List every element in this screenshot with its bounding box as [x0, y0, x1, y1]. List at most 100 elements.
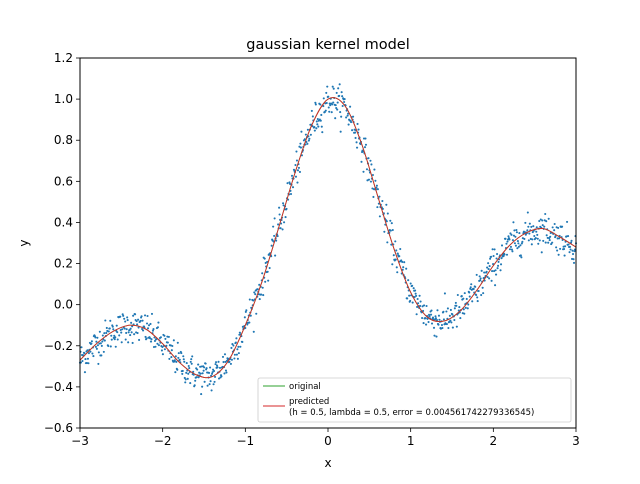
- scatter-point: [174, 371, 177, 374]
- scatter-point: [153, 336, 156, 339]
- scatter-point: [512, 221, 515, 224]
- scatter-point: [480, 293, 483, 297]
- scatter-point: [327, 106, 330, 109]
- scatter-point: [549, 235, 552, 238]
- scatter-point: [504, 237, 507, 240]
- scatter-point: [159, 336, 162, 339]
- scatter-point: [502, 255, 505, 258]
- scatter-point: [314, 103, 317, 106]
- scatter-point: [405, 267, 408, 270]
- scatter-point: [374, 179, 377, 182]
- x-tick-label: 1: [407, 434, 415, 448]
- scatter-point: [535, 230, 538, 233]
- scatter-point: [194, 379, 197, 382]
- scatter-point: [196, 368, 199, 371]
- scatter-point: [545, 220, 548, 223]
- scatter-point: [165, 344, 168, 347]
- scatter-point: [385, 203, 388, 206]
- scatter-point: [225, 359, 229, 362]
- scatter-point: [551, 241, 554, 244]
- scatter-point: [203, 366, 206, 369]
- scatter-point: [209, 366, 212, 369]
- scatter-point: [477, 289, 480, 293]
- scatter-point: [139, 319, 142, 322]
- scatter-point: [296, 181, 299, 184]
- scatter-point: [150, 338, 153, 341]
- scatter-point: [336, 101, 339, 104]
- scatter-point: [204, 362, 207, 365]
- scatter-point: [157, 321, 160, 324]
- scatter-point: [246, 323, 249, 326]
- scatter-point: [328, 110, 331, 113]
- scatter-point: [453, 307, 456, 310]
- scatter-point: [460, 295, 463, 298]
- scatter-point: [541, 224, 544, 227]
- scatter-point: [437, 323, 440, 326]
- scatter-point: [83, 371, 87, 374]
- scatter-point: [184, 381, 187, 384]
- scatter-point: [536, 237, 539, 240]
- scatter-point: [152, 328, 155, 331]
- scatter-point: [411, 284, 414, 287]
- scatter-point: [554, 234, 557, 238]
- scatter-point: [394, 258, 397, 261]
- line-layer: [79, 97, 577, 379]
- scatter-point: [411, 301, 414, 304]
- scatter-point: [294, 175, 298, 178]
- scatter-point: [332, 101, 335, 104]
- scatter-point: [482, 292, 485, 295]
- y-tick-label: −0.4: [44, 380, 73, 394]
- scatter-point: [494, 284, 497, 287]
- scatter-point: [551, 226, 554, 229]
- scatter-point: [245, 309, 248, 312]
- scatter-point: [273, 217, 276, 220]
- scatter-point: [339, 111, 342, 114]
- scatter-point: [126, 316, 129, 319]
- scatter-point: [360, 160, 363, 163]
- scatter-point: [276, 235, 279, 238]
- scatter-point: [559, 247, 562, 250]
- scatter-point: [116, 338, 119, 341]
- scatter-point: [331, 85, 334, 88]
- scatter-point: [564, 245, 567, 248]
- scatter-point: [497, 264, 500, 267]
- scatter-point: [300, 130, 303, 133]
- scatter-point: [121, 328, 124, 331]
- scatter-point: [355, 141, 358, 144]
- scatter-point: [187, 372, 190, 375]
- scatter-point: [118, 334, 121, 337]
- scatter-point: [144, 335, 147, 338]
- scatter-point: [349, 105, 352, 108]
- scatter-point: [260, 293, 263, 296]
- scatter-point: [459, 317, 462, 320]
- scatter-point: [528, 232, 531, 235]
- scatter-point: [512, 234, 515, 237]
- scatter-point: [376, 188, 379, 191]
- scatter-point: [177, 352, 180, 355]
- scatter-point: [315, 127, 318, 130]
- scatter-point: [506, 240, 509, 243]
- scatter-point: [469, 287, 472, 290]
- scatter-point: [365, 168, 369, 171]
- scatter-point: [343, 100, 346, 104]
- scatter-point: [563, 254, 566, 257]
- scatter-point: [136, 332, 139, 335]
- x-ticks: −3 −2 −1 0 1 2 3: [71, 428, 580, 448]
- x-axis-label: x: [324, 456, 331, 470]
- scatter-point: [521, 240, 524, 243]
- scatter-point: [261, 286, 264, 289]
- scatter-point: [151, 329, 155, 332]
- scatter-point: [445, 323, 448, 326]
- scatter-point: [208, 383, 211, 386]
- scatter-point: [573, 250, 576, 253]
- scatter-point: [493, 248, 496, 251]
- scatter-point: [422, 322, 425, 325]
- scatter-point: [373, 168, 376, 171]
- scatter-point: [340, 115, 343, 118]
- scatter-point: [386, 212, 389, 215]
- scatter-point: [160, 349, 163, 352]
- scatter-point: [263, 257, 266, 260]
- scatter-point: [248, 298, 251, 301]
- y-tick-label: 0.8: [54, 133, 73, 147]
- scatter-point: [496, 252, 499, 256]
